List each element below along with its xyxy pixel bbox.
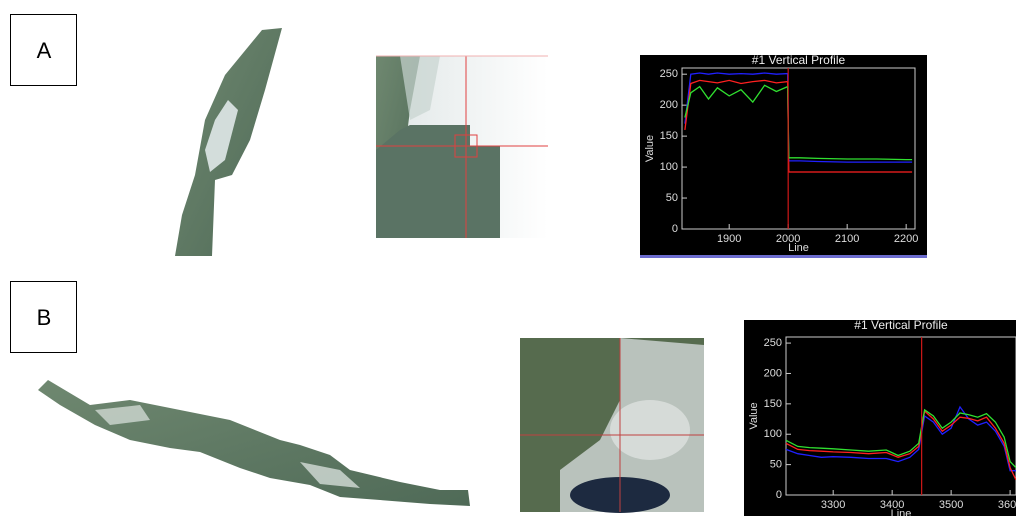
y-tick-label: 200	[764, 367, 782, 379]
x-axis-label: Line	[891, 508, 912, 516]
plot-frame	[681, 67, 916, 230]
series-line	[785, 408, 1016, 469]
x-tick-label: 3600	[998, 499, 1016, 511]
y-axis-label: Value	[748, 402, 760, 429]
x-tick-label: 3400	[880, 499, 904, 511]
chart-background	[640, 55, 927, 258]
zoom-image	[376, 55, 548, 238]
y-tick-label: 250	[764, 337, 782, 349]
panel-label: B	[37, 305, 52, 330]
x-tick-label: 3300	[821, 499, 845, 511]
chart-title: #1 Vertical Profile	[854, 318, 948, 332]
x-tick-label: 2100	[835, 233, 859, 245]
plot-frame	[785, 336, 1016, 496]
series-line	[684, 84, 913, 161]
panel-label: A	[37, 38, 52, 63]
x-axis-label: Line	[788, 242, 809, 254]
x-tick-label: 1900	[717, 233, 741, 245]
series-line	[785, 405, 1016, 472]
series-line	[684, 79, 913, 173]
chart-background	[744, 320, 1016, 516]
y-tick-label: 0	[776, 489, 782, 501]
label-box	[10, 14, 77, 86]
x-tick-label: 2200	[894, 233, 918, 245]
y-tick-label: 200	[660, 99, 678, 111]
y-tick-label: 50	[666, 192, 678, 204]
y-tick-label: 100	[660, 161, 678, 173]
series-line	[684, 72, 913, 163]
chart-title: #1 Vertical Profile	[752, 53, 846, 67]
x-tick-label: 2000	[776, 233, 800, 245]
y-tick-label: 50	[770, 459, 782, 471]
y-tick-label: 150	[660, 130, 678, 142]
satellite-strip	[38, 380, 470, 506]
x-tick-label: 3500	[939, 499, 963, 511]
y-tick-label: 150	[764, 398, 782, 410]
label-box	[10, 281, 77, 353]
y-axis-label: Value	[644, 135, 656, 162]
zoom-image	[520, 338, 704, 513]
y-tick-label: 0	[672, 223, 678, 235]
cloud-patch	[205, 100, 238, 172]
chart-bottom-bar	[640, 255, 927, 258]
y-tick-label: 250	[660, 68, 678, 80]
y-tick-label: 100	[764, 428, 782, 440]
